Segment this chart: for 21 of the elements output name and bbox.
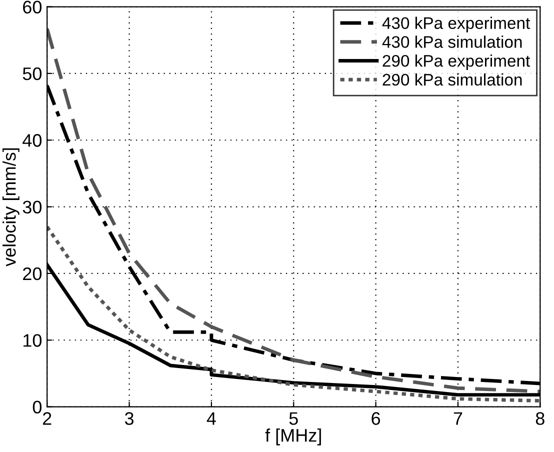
y-tick-label: 30 <box>22 200 42 214</box>
y-tick-label: 0 <box>32 400 42 414</box>
y-tick-label: 40 <box>22 134 42 147</box>
x-tick-label: 3 <box>124 412 134 425</box>
x-tick-label: 6 <box>372 412 380 425</box>
legend-label: 290 kPa simulation <box>382 73 522 86</box>
x-tick-label: 2 <box>42 412 52 425</box>
x-tick-label: 7 <box>454 412 462 425</box>
legend-label: 430 kPa experiment <box>382 16 530 32</box>
y-tick-label: 10 <box>24 334 42 347</box>
y-tick-label: 20 <box>23 267 42 280</box>
x-tick-label: 4 <box>206 412 216 425</box>
line-series <box>47 225 540 403</box>
x-tick-label: 8 <box>536 412 544 425</box>
legend-label: 430 kPa simulation <box>382 36 522 48</box>
y-tick-label: 60 <box>23 0 42 14</box>
x-tick-label: 5 <box>289 412 298 425</box>
x-axis-title: f [MHz] <box>265 428 321 446</box>
y-axis-title: velocity [mm/s] <box>2 148 20 266</box>
y-tick-label: 50 <box>22 67 42 80</box>
legend-label: 290 kPa experiment <box>382 54 530 70</box>
